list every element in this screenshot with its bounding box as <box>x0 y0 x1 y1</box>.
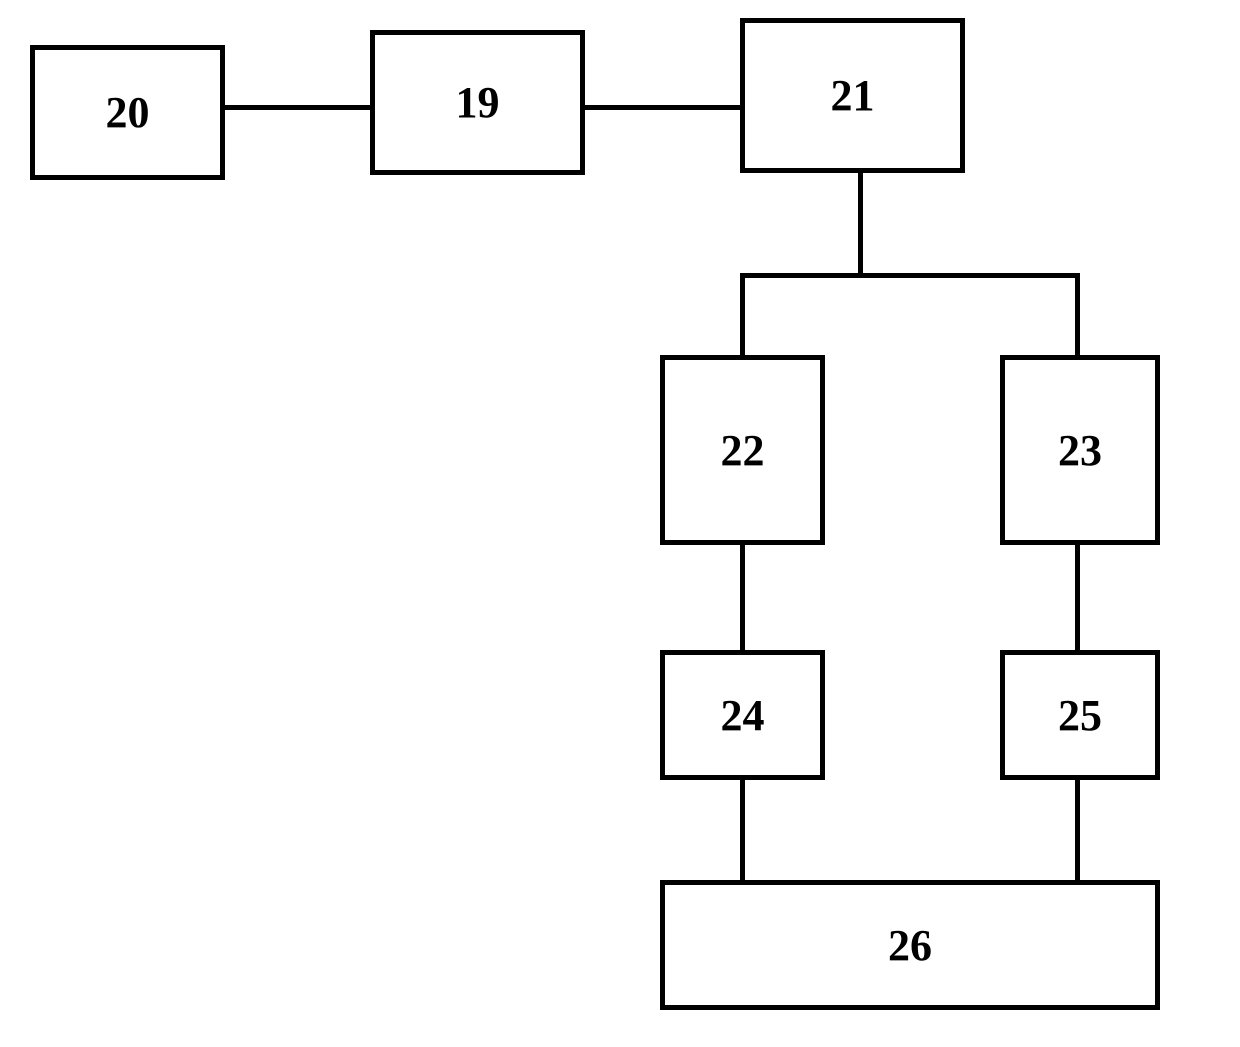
node-23: 23 <box>1000 355 1160 545</box>
node-22: 22 <box>660 355 825 545</box>
edge-24-26 <box>740 780 745 880</box>
edge-split-22 <box>740 273 745 355</box>
edge-22-24 <box>740 545 745 650</box>
block-diagram: 20 19 21 22 23 24 25 26 <box>0 0 1240 1047</box>
edge-25-26 <box>1075 780 1080 880</box>
edge-21-split-v <box>858 173 863 273</box>
node-25-label: 25 <box>1058 690 1102 741</box>
edge-split-23 <box>1075 273 1080 355</box>
node-19: 19 <box>370 30 585 175</box>
node-26: 26 <box>660 880 1160 1010</box>
node-23-label: 23 <box>1058 425 1102 476</box>
node-20: 20 <box>30 45 225 180</box>
node-21: 21 <box>740 18 965 173</box>
node-22-label: 22 <box>721 425 765 476</box>
node-26-label: 26 <box>888 920 932 971</box>
node-20-label: 20 <box>106 87 150 138</box>
node-19-label: 19 <box>456 77 500 128</box>
edge-20-19 <box>225 105 370 110</box>
node-21-label: 21 <box>831 70 875 121</box>
node-24: 24 <box>660 650 825 780</box>
node-24-label: 24 <box>721 690 765 741</box>
edge-19-21 <box>585 105 740 110</box>
edge-split-h <box>740 273 1080 278</box>
edge-23-25 <box>1075 545 1080 650</box>
node-25: 25 <box>1000 650 1160 780</box>
